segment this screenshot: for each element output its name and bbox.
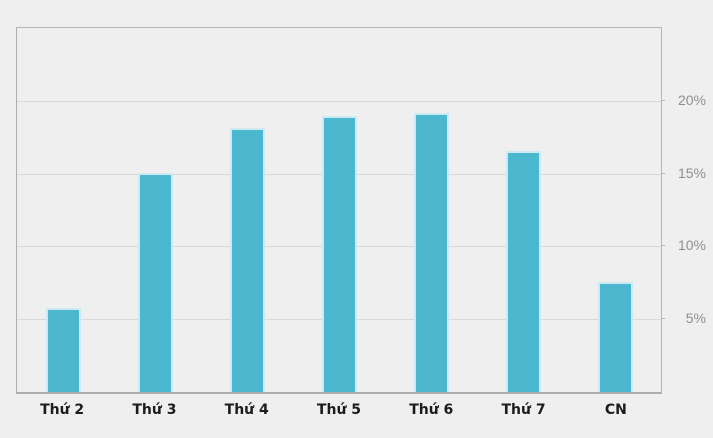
y-axis-label-5: 5%	[685, 310, 706, 327]
y-axis-label-20: 20%	[677, 91, 706, 108]
x-axis-label-7: CN	[604, 402, 627, 418]
plot-area	[16, 27, 662, 394]
bar-Thứ 5	[321, 116, 357, 392]
x-axis-label-6: Thứ 7	[501, 402, 546, 418]
bar-slot-3	[201, 28, 293, 392]
bar-slot-4	[293, 28, 385, 392]
bar-Thứ 4	[229, 127, 265, 392]
x-axis-labels: Thứ 2 Thứ 3 Thứ 4 Thứ 5 Thứ 6 Thứ 7 CN	[16, 402, 662, 422]
y-axis-label-10: 10%	[677, 237, 706, 254]
bar-Thứ 3	[137, 173, 173, 392]
bar-slot-5	[385, 28, 477, 392]
x-axis-label-2: Thứ 3	[132, 402, 177, 418]
bar-Thứ 7	[505, 151, 541, 392]
bar-slot-6	[477, 28, 569, 392]
bar-slot-2	[109, 28, 201, 392]
bar-CN	[597, 282, 633, 392]
y-tick-20	[661, 99, 665, 101]
bars-container	[17, 28, 661, 392]
y-axis-labels: 5% 10% 15% 20%	[666, 0, 706, 438]
y-tick-15	[661, 172, 665, 174]
x-axis-label-5: Thứ 6	[409, 402, 454, 418]
y-tick-10	[661, 245, 665, 247]
y-tick-5	[661, 318, 665, 320]
x-axis-label-3: Thứ 4	[224, 402, 269, 418]
y-axis-label-15: 15%	[677, 164, 706, 181]
bar-Thứ 6	[413, 113, 449, 392]
bar-slot-1	[17, 28, 109, 392]
bar-slot-7	[569, 28, 661, 392]
x-axis-label-1: Thứ 2	[40, 402, 85, 418]
gridline-20	[17, 100, 661, 102]
bar-Thứ 2	[45, 308, 81, 392]
x-axis-label-4: Thứ 5	[316, 402, 362, 418]
